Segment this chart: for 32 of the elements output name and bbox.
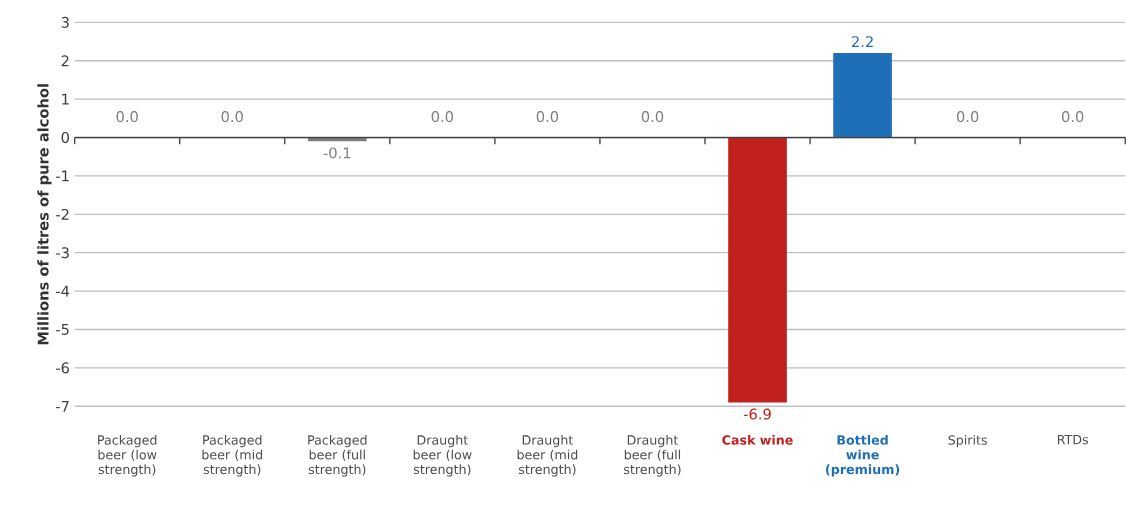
y-tick-label: -4 [56,285,70,297]
data-label: -0.1 [323,147,351,159]
data-label: 2.2 [851,36,873,48]
y-tick-label: 3 [61,16,69,28]
x-tick-label: Spirits [948,435,987,448]
y-tick-label: 0 [61,132,69,144]
y-axis-title: Millions of litres of pure alcohol [37,84,52,345]
data-label: 0.0 [116,111,138,123]
data-label: 0.0 [956,111,979,123]
y-tick-label: -6 [56,362,70,374]
y-tick-label: -1 [56,170,69,182]
data-label: 0.0 [221,111,243,123]
x-tick-label: Draught beer (mid strength) [517,435,578,477]
data-label: 0.0 [641,111,664,123]
y-tick-label: 1 [62,93,69,105]
y-tick-label: -7 [56,400,69,412]
x-tick-label: Packaged beer (mid strength) [202,435,263,477]
y-tick-label: 2 [61,55,69,67]
data-label: 0.0 [536,111,559,123]
data-label: 0.0 [431,111,454,123]
data-label: -6.9 [743,408,771,420]
x-tick-label: RTDs [1057,435,1089,445]
y-tick-label: -2 [56,208,69,220]
x-tick-label: Bottled wine (premium) [826,435,900,477]
x-tick-label: Packaged beer (full strength) [308,435,367,477]
x-tick-label: Cask wine [722,435,793,445]
y-tick-label: -5 [56,324,69,335]
data-label: 0.0 [1061,111,1084,123]
x-tick-label: Draught beer (full strength) [624,435,681,477]
y-tick-label: -3 [56,247,69,259]
x-tick-label: Packaged beer (low strength) [98,435,157,477]
x-tick-label: Draught beer (low strength) [413,435,472,477]
